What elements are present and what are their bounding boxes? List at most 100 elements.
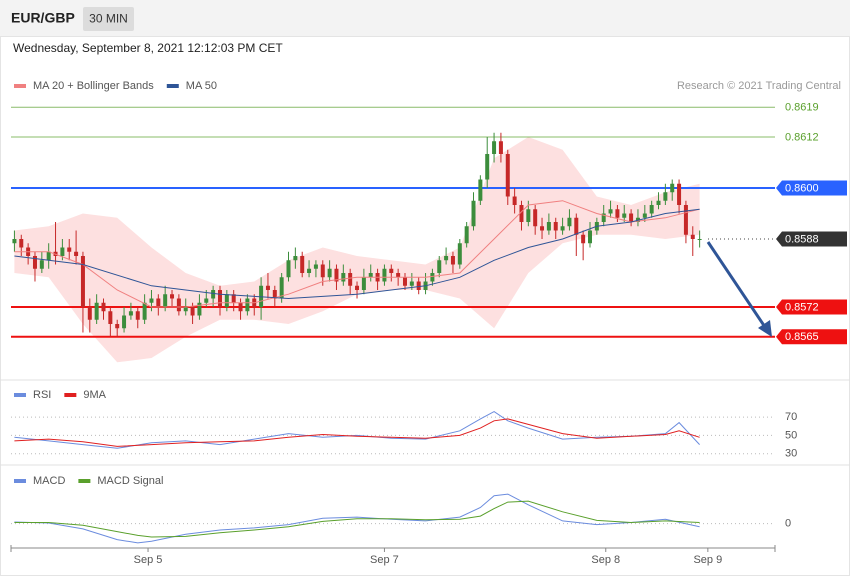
candle-body	[642, 213, 647, 218]
indicator-line	[14, 411, 700, 449]
candle-body	[581, 234, 586, 244]
candle-body	[355, 285, 360, 290]
candle-body	[649, 205, 654, 214]
candle-body	[135, 311, 140, 320]
candle-body	[115, 324, 120, 329]
candle-body	[32, 256, 37, 269]
candle-body	[101, 302, 106, 312]
candle-body	[313, 264, 318, 269]
candle-body	[670, 183, 675, 193]
legend-label: MA 50	[186, 80, 217, 92]
candle-body	[183, 307, 188, 312]
timeframe[interactable]: 30 MIN	[89, 12, 128, 26]
legend-swatch	[166, 84, 179, 88]
y-tick-label: 0	[785, 517, 791, 529]
candle-body	[683, 205, 688, 235]
candle-body	[402, 277, 407, 286]
candle-body	[217, 290, 222, 307]
candle-body	[697, 239, 702, 240]
level-label: 0.8572	[785, 301, 819, 313]
indicator-line	[14, 493, 700, 544]
candle-body	[307, 268, 312, 273]
candle-body	[389, 268, 394, 273]
candle-body	[224, 294, 229, 307]
candle-body	[656, 200, 661, 205]
candle-body	[156, 298, 161, 307]
candle-body	[67, 247, 72, 252]
candle-body	[94, 302, 99, 320]
candle-body	[142, 302, 147, 320]
forecast-arrow	[706, 241, 769, 331]
candle-body	[450, 256, 455, 265]
candle-body	[348, 273, 353, 286]
candle-body	[293, 256, 298, 261]
level-tag	[776, 180, 847, 196]
level-label: 0.8565	[785, 331, 819, 343]
candle-body	[272, 290, 277, 299]
candle-body	[170, 294, 175, 299]
x-tick-label: Sep 5	[134, 554, 163, 566]
legend-swatch	[78, 479, 91, 483]
candle-body	[464, 226, 469, 244]
legend-swatch	[14, 479, 26, 483]
candle-body	[540, 226, 545, 231]
timeframe-button[interactable]	[83, 7, 134, 31]
symbol: EUR/GBP	[11, 10, 75, 26]
candle-body	[519, 205, 524, 222]
ma-line	[14, 208, 700, 300]
legend-swatch	[14, 84, 26, 88]
candle-body	[601, 213, 606, 222]
candle-body	[204, 298, 209, 303]
level-label: 0.8588	[785, 233, 819, 245]
candle-body	[478, 179, 483, 201]
candle-body	[533, 209, 538, 227]
candle-body	[396, 273, 401, 278]
candle-body	[176, 298, 181, 312]
candle-body	[430, 273, 435, 282]
forecast-arrow-head	[758, 320, 772, 337]
candle-body	[677, 183, 682, 205]
candle-body	[622, 213, 627, 218]
legend-label: RSI	[33, 389, 51, 401]
candle-body	[341, 273, 346, 282]
legend-label: 9MA	[83, 389, 106, 401]
legend-swatch	[64, 393, 77, 397]
level-label: 0.8612	[785, 131, 819, 143]
candle-body	[265, 285, 270, 290]
candle-body	[122, 315, 127, 329]
candle-body	[80, 256, 85, 307]
candle-body	[19, 239, 24, 248]
candle-body	[457, 243, 462, 265]
candle-body	[108, 311, 113, 324]
header-bar	[0, 0, 850, 36]
x-tick-label: Sep 8	[591, 554, 620, 566]
candle-body	[368, 273, 373, 278]
y-tick-label: 50	[785, 429, 797, 441]
candle-body	[663, 192, 668, 201]
timestamp: Wednesday, September 8, 2021 12:12:03 PM…	[13, 41, 283, 55]
candle-body	[382, 268, 387, 282]
candle-body	[149, 298, 154, 303]
source-credit: Research © 2021 Trading Central	[677, 80, 841, 92]
level-tag	[776, 299, 847, 315]
level-label: 0.8619	[785, 102, 819, 114]
candle-body	[39, 260, 44, 269]
legend-swatch	[14, 393, 26, 397]
candle-body	[526, 209, 531, 222]
candle-body	[416, 281, 421, 290]
candle-body	[245, 298, 250, 312]
candle-body	[471, 200, 476, 227]
y-tick-label: 30	[785, 448, 797, 460]
candle-body	[163, 294, 168, 307]
candle-body	[211, 290, 216, 299]
candle-body	[690, 234, 695, 239]
candle-body	[505, 154, 510, 197]
candle-body	[327, 268, 332, 278]
candle-body	[74, 251, 79, 256]
candle-body	[546, 222, 551, 231]
candle-body	[190, 307, 195, 316]
x-tick-label: Sep 7	[370, 554, 399, 566]
candle-body	[409, 281, 414, 286]
candle-body	[608, 209, 613, 214]
